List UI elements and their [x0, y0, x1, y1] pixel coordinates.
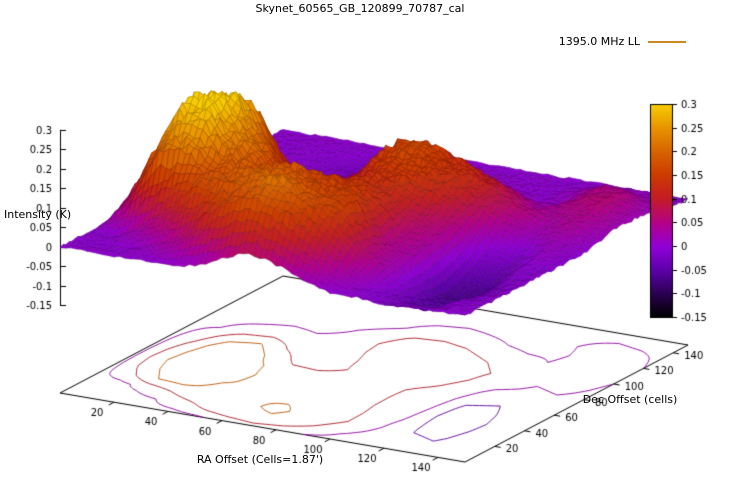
y-axis-label: Dec Offset (cells)	[582, 393, 678, 406]
legend-label: 1395.0 MHz LL	[558, 35, 640, 48]
plot-title: Skynet_60565_GB_120899_70787_cal	[255, 2, 465, 15]
legend: 1395.0 MHz LL	[559, 35, 686, 48]
legend-line-sample	[648, 40, 686, 43]
x-axis-label: RA Offset (Cells=1.87')	[196, 453, 324, 466]
z-axis-label: Intensity (K)	[4, 208, 72, 221]
